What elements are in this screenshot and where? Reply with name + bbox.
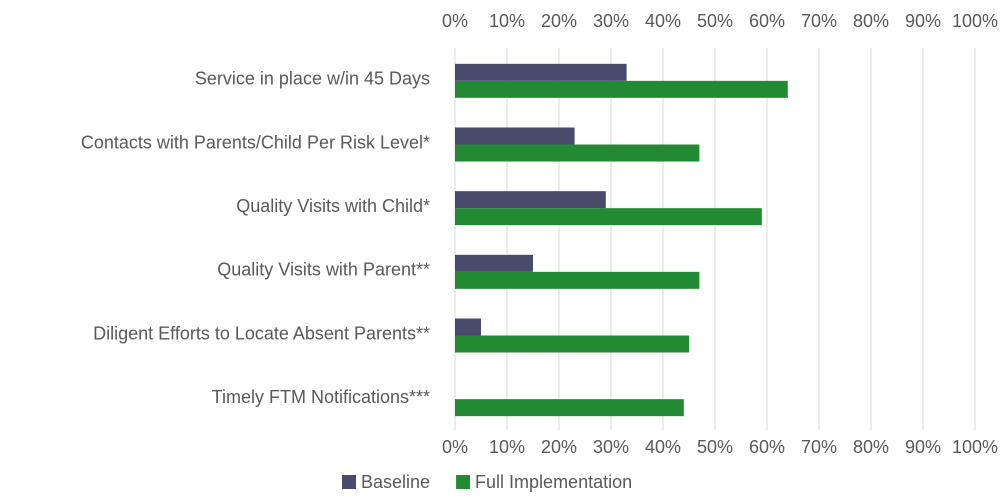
bar [455, 335, 689, 353]
y-tick-label: Diligent Efforts to Locate Absent Parent… [93, 323, 430, 343]
x-tick-label-top: 10% [489, 11, 525, 31]
x-tick-label: 60% [749, 437, 785, 457]
x-tick-label: 70% [801, 437, 837, 457]
x-tick-label: 100% [952, 437, 998, 457]
bar [455, 80, 788, 98]
y-tick-label: Service in place w/in 45 Days [195, 69, 430, 89]
y-tick-label: Quality Visits with Parent** [217, 260, 430, 280]
bar [455, 271, 700, 289]
bar [455, 318, 481, 336]
x-tick-label-top: 70% [801, 11, 837, 31]
y-tick-label: Contacts with Parents/Child Per Risk Lev… [81, 132, 430, 152]
x-tick-label-top: 60% [749, 11, 785, 31]
x-tick-label-top: 80% [853, 11, 889, 31]
x-tick-label: 80% [853, 437, 889, 457]
x-tick-label-top: 20% [541, 11, 577, 31]
legend-swatch [456, 475, 471, 489]
bar [455, 208, 762, 226]
x-tick-label: 0% [442, 437, 468, 457]
bar [455, 144, 700, 162]
bar [455, 127, 575, 145]
x-tick-label-top: 40% [645, 11, 681, 31]
x-tick-label-top: 0% [442, 11, 468, 31]
x-tick-label: 90% [905, 437, 941, 457]
legend-swatch [342, 475, 356, 489]
x-tick-label: 10% [489, 437, 525, 457]
bar [455, 254, 533, 272]
x-tick-label: 40% [645, 437, 681, 457]
y-tick-label: Quality Visits with Child* [236, 196, 430, 216]
legend-label: Full Implementation [475, 472, 632, 492]
bar [455, 191, 606, 209]
x-tick-label-top: 90% [905, 11, 941, 31]
x-tick-label-top: 100% [952, 11, 998, 31]
x-tick-label: 50% [697, 437, 733, 457]
legend-label: Baseline [361, 472, 430, 492]
x-tick-label: 30% [593, 437, 629, 457]
bar [455, 399, 684, 417]
y-tick-label: Timely FTM Notifications*** [212, 387, 430, 407]
x-tick-label-top: 50% [697, 11, 733, 31]
x-tick-label-top: 30% [593, 11, 629, 31]
x-tick-label: 20% [541, 437, 577, 457]
bar [455, 63, 627, 81]
